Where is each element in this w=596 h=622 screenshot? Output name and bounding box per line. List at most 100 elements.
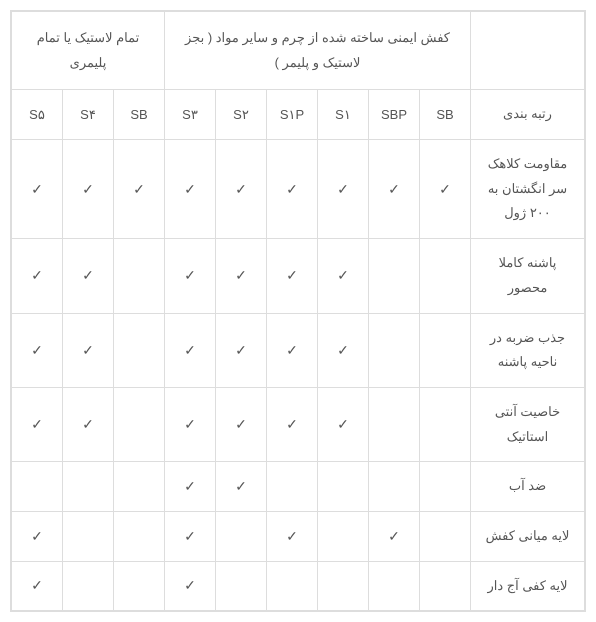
check-icon: ✓: [82, 416, 94, 432]
column-header: SB: [420, 90, 471, 140]
table-row: پاشنه کاملا محصور ✓ ✓ ✓ ✓ ✓ ✓: [12, 239, 585, 313]
check-icon: ✓: [31, 181, 43, 197]
check-icon: ✓: [82, 342, 94, 358]
check-cell: ✓: [63, 239, 114, 313]
check-cell: ✓: [165, 462, 216, 512]
check-cell: [114, 561, 165, 611]
check-cell: [420, 239, 471, 313]
check-icon: ✓: [184, 577, 196, 593]
check-icon: ✓: [184, 342, 196, 358]
check-cell: [318, 511, 369, 561]
classification-table: کفش ایمنی ساخته شده از چرم و سایر مواد (…: [11, 11, 585, 611]
check-icon: ✓: [439, 181, 451, 197]
feature-label: پاشنه کاملا محصور: [471, 239, 585, 313]
column-header: S۴: [63, 90, 114, 140]
check-cell: ✓: [216, 462, 267, 512]
check-icon: ✓: [337, 267, 349, 283]
check-cell: [114, 239, 165, 313]
check-icon: ✓: [235, 478, 247, 494]
check-icon: ✓: [31, 416, 43, 432]
check-icon: ✓: [337, 181, 349, 197]
check-icon: ✓: [235, 267, 247, 283]
check-cell: ✓: [165, 561, 216, 611]
check-cell: [63, 511, 114, 561]
check-cell: ✓: [63, 387, 114, 461]
table-row: مقاومت کلاهک سر انگشتان به ۲۰۰ ژول ✓ ✓ ✓ ✓ ✓ ✓…: [12, 140, 585, 239]
check-cell: [114, 313, 165, 387]
check-icon: ✓: [82, 181, 94, 197]
check-icon: ✓: [388, 528, 400, 544]
check-cell: [369, 313, 420, 387]
check-cell: [420, 387, 471, 461]
check-cell: ✓: [267, 239, 318, 313]
check-cell: [114, 462, 165, 512]
check-cell: ✓: [165, 239, 216, 313]
check-icon: ✓: [184, 181, 196, 197]
check-cell: [114, 511, 165, 561]
column-header: SB: [114, 90, 165, 140]
check-cell: [216, 561, 267, 611]
check-cell: [114, 387, 165, 461]
check-cell: [369, 561, 420, 611]
check-cell: [267, 561, 318, 611]
table-row: ضد آب ✓ ✓: [12, 462, 585, 512]
check-icon: ✓: [184, 267, 196, 283]
check-cell: [318, 561, 369, 611]
check-cell: [369, 239, 420, 313]
check-icon: ✓: [286, 342, 298, 358]
corner-blank: [471, 12, 585, 90]
check-cell: ✓: [318, 387, 369, 461]
check-cell: [63, 462, 114, 512]
check-cell: [420, 511, 471, 561]
check-cell: ✓: [165, 140, 216, 239]
check-icon: ✓: [235, 342, 247, 358]
feature-label: خاصیت آنتی استاتیک: [471, 387, 585, 461]
table-row: لایه کفی آج دار✓✓: [12, 561, 585, 611]
check-cell: ✓: [12, 387, 63, 461]
check-icon: ✓: [235, 181, 247, 197]
column-header-row: رتبه بندی SBSBPS۱S۱PS۲S۳SBS۴S۵: [12, 90, 585, 140]
check-cell: ✓: [12, 511, 63, 561]
check-cell: [318, 462, 369, 512]
check-cell: [63, 561, 114, 611]
feature-label: جذب ضربه در ناحیه پاشنه: [471, 313, 585, 387]
table-row: جذب ضربه در ناحیه پاشنه ✓ ✓ ✓ ✓ ✓ ✓: [12, 313, 585, 387]
check-icon: ✓: [184, 528, 196, 544]
check-cell: ✓: [12, 313, 63, 387]
check-cell: ✓: [267, 387, 318, 461]
check-cell: ✓: [165, 387, 216, 461]
check-cell: ✓: [267, 313, 318, 387]
check-cell: ✓: [12, 140, 63, 239]
check-cell: ✓: [216, 313, 267, 387]
check-cell: ✓: [12, 239, 63, 313]
column-header: S۱P: [267, 90, 318, 140]
check-cell: [420, 462, 471, 512]
check-cell: [12, 462, 63, 512]
feature-label: لایه کفی آج دار: [471, 561, 585, 611]
check-cell: ✓: [369, 511, 420, 561]
check-icon: ✓: [337, 342, 349, 358]
check-cell: [369, 462, 420, 512]
group-header-row: کفش ایمنی ساخته شده از چرم و سایر مواد (…: [12, 12, 585, 90]
check-icon: ✓: [82, 267, 94, 283]
feature-label: ضد آب: [471, 462, 585, 512]
check-cell: ✓: [369, 140, 420, 239]
check-cell: ✓: [216, 140, 267, 239]
check-icon: ✓: [286, 267, 298, 283]
feature-label: مقاومت کلاهک سر انگشتان به ۲۰۰ ژول: [471, 140, 585, 239]
check-cell: ✓: [165, 313, 216, 387]
check-cell: ✓: [420, 140, 471, 239]
check-cell: ✓: [114, 140, 165, 239]
check-icon: ✓: [286, 181, 298, 197]
check-icon: ✓: [31, 267, 43, 283]
check-icon: ✓: [388, 181, 400, 197]
table-row: خاصیت آنتی استاتیک✓✓✓✓✓✓: [12, 387, 585, 461]
check-cell: [267, 462, 318, 512]
check-cell: ✓: [63, 140, 114, 239]
check-cell: [420, 561, 471, 611]
check-icon: ✓: [133, 181, 145, 197]
column-header: S۲: [216, 90, 267, 140]
check-icon: ✓: [31, 528, 43, 544]
check-cell: ✓: [318, 313, 369, 387]
check-cell: [369, 387, 420, 461]
